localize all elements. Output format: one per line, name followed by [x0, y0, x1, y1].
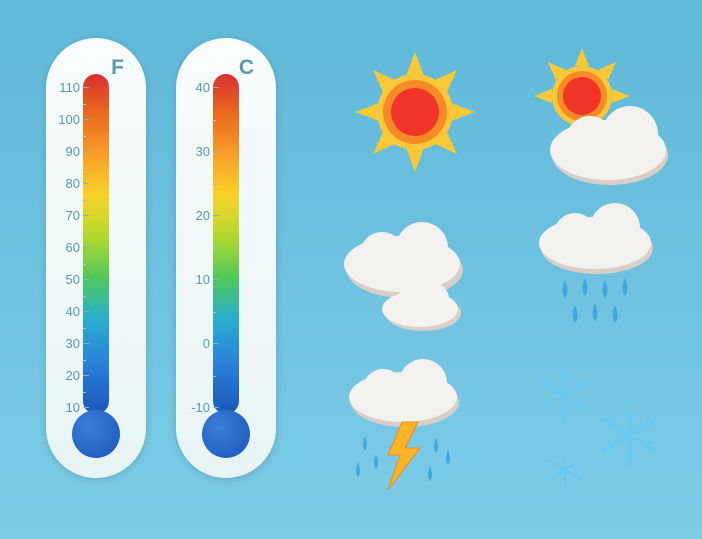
tick-minor [213, 312, 216, 313]
cloudy-icon [320, 200, 490, 350]
tick-label: 50 [56, 272, 89, 287]
tick-label: 20 [56, 368, 89, 383]
tick-minor [213, 248, 216, 249]
tick-label: 60 [56, 240, 89, 255]
tick-minor [83, 136, 86, 137]
thermometer-c-label: C [239, 56, 254, 80]
tick-label: 110 [56, 80, 89, 95]
tick-label: 40 [56, 304, 89, 319]
tick-minor [83, 104, 86, 105]
tick-minor [83, 264, 86, 265]
rain-icon [510, 190, 680, 340]
snow-icon [510, 350, 680, 500]
tick-minor [213, 120, 216, 121]
tick-label: 70 [56, 208, 89, 223]
thermometer-f-label: F [111, 56, 124, 80]
tick-minor [213, 376, 216, 377]
tick-label: 0 [186, 336, 219, 351]
tick-label: 10 [186, 272, 219, 287]
tick-label: 80 [56, 176, 89, 191]
tick-minor [83, 200, 86, 201]
tick-label: 90 [56, 144, 89, 159]
tick-label: 30 [186, 144, 219, 159]
thunderstorm-icon [320, 350, 490, 500]
tick-minor [83, 392, 86, 393]
thermometer-celsius: C 403020100-10 [176, 38, 276, 478]
tick-minor [83, 232, 86, 233]
tick-label: 40 [186, 80, 219, 95]
sunny-icon [330, 40, 500, 190]
tick-minor [83, 168, 86, 169]
tick-minor [213, 184, 216, 185]
thermometer-c-bulb [202, 410, 250, 458]
thermometer-f-bulb [72, 410, 120, 458]
partly-cloudy-icon [510, 40, 680, 190]
tick-label: 100 [56, 112, 89, 127]
tick-minor [83, 296, 86, 297]
tick-label: 30 [56, 336, 89, 351]
tick-minor [83, 328, 86, 329]
thermometer-c-tube [213, 74, 239, 414]
weather-icons-area [310, 30, 690, 510]
tick-minor [83, 360, 86, 361]
thermometer-fahrenheit: F 110100908070605040302010 [46, 38, 146, 478]
tick-label: 20 [186, 208, 219, 223]
